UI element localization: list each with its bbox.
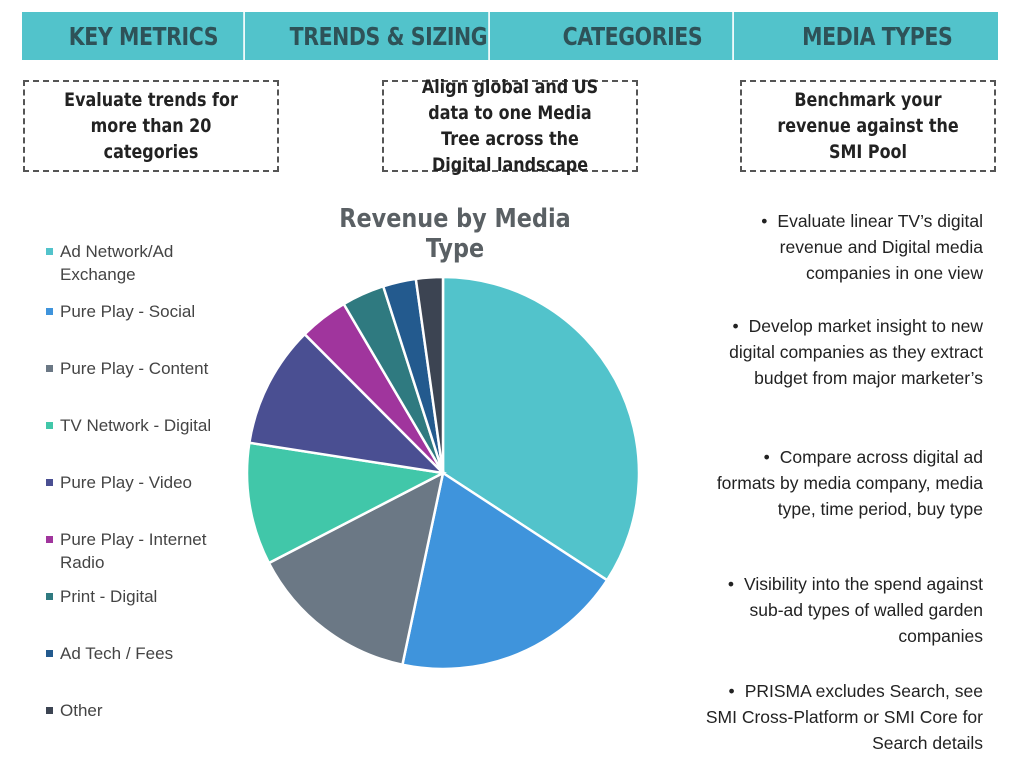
callout-box-media-tree: Align global and US data to one Media Tr… [382,76,638,176]
legend-label: Pure Play - Social [60,302,196,321]
tab-bar: KEY METRICS TRENDS & SIZING CATEGORIES M… [22,12,998,60]
callout-box-categories: Evaluate trends for more than 20 categor… [23,80,279,172]
pie-slice [245,441,447,565]
pie-slice [414,275,445,474]
feature-bullet: • Compare across digital ad formats by me… [705,444,983,522]
feature-bullet: • PRISMA excludes Search, see SMI Cross-P… [705,678,983,756]
legend-label: TV Network - Digital [60,416,212,435]
legend-label: Ad Network/Ad Exchange [60,242,174,284]
tab-media-types[interactable]: MEDIA TYPES [801,21,953,51]
legend-label: Pure Play - Content [60,359,209,378]
legend-item: Ad Network/Ad Exchange [46,240,240,286]
callout-text: Align global and US data to one Media Tr… [421,76,599,176]
tab-key-metrics[interactable]: KEY METRICS [44,12,245,60]
pie-slice [267,470,445,667]
bullet-text: Visibility into the spend against sub-ad… [744,574,983,646]
tab-trends-sizing[interactable]: TRENDS & SIZING [289,12,489,60]
legend-swatch [46,536,53,543]
bullet-text: Compare across digital ad formats by med… [716,447,983,519]
legend-item: Pure Play - Content [46,357,240,380]
legend-label: Print - Digital [60,587,158,606]
callout-box-benchmark: Benchmark your revenue against the SMI P… [740,80,996,172]
legend-item: Pure Play - Video [46,471,240,494]
pie-slice [400,470,609,671]
feature-bullet: • Develop market insight to new digital c… [705,313,983,391]
bullet-dot-icon: • [763,447,770,467]
legend-item: Pure Play - Social [46,300,240,323]
legend-label: Other [60,701,103,720]
chart-title: Revenue by Media Type [339,204,571,264]
bullet-dot-icon: • [761,211,768,231]
bullet-dot-icon: • [728,681,735,701]
legend-item: Pure Play - Internet Radio [46,528,240,574]
legend-label: Pure Play - Internet Radio [60,530,207,572]
legend-item: Other [46,699,240,722]
feature-bullet: • Visibility into the spend against sub-a… [705,571,983,649]
pie-slice [247,332,447,475]
legend-label: Pure Play - Video [60,473,192,492]
bullet-text: Evaluate linear TV’s digital revenue and… [777,211,983,283]
legend-swatch [46,248,53,255]
bullet-text: PRISMA excludes Search, see SMI Cross-Pl… [705,681,983,753]
tab-categories[interactable]: CATEGORIES [533,12,734,60]
pie-chart [245,275,640,671]
bullet-dot-icon: • [727,574,734,594]
callout-text: Evaluate trends for more than 20 categor… [64,89,238,163]
bullet-dot-icon: • [732,316,739,336]
legend-swatch [46,479,53,486]
feature-bullet: • Evaluate linear TV’s digital revenue an… [705,208,983,286]
callout-text: Benchmark your revenue against the SMI P… [777,89,959,163]
legend-item: Print - Digital [46,585,240,608]
legend-item: Ad Tech / Fees [46,642,240,665]
legend-swatch [46,650,53,657]
legend-item: TV Network - Digital [46,414,240,437]
legend-swatch [46,707,53,714]
legend-label: Ad Tech / Fees [60,644,174,663]
legend-swatch [46,422,53,429]
legend-swatch [46,308,53,315]
bullet-text: Develop market insight to new digital co… [729,316,983,388]
legend-swatch [46,365,53,372]
legend-swatch [46,593,53,600]
